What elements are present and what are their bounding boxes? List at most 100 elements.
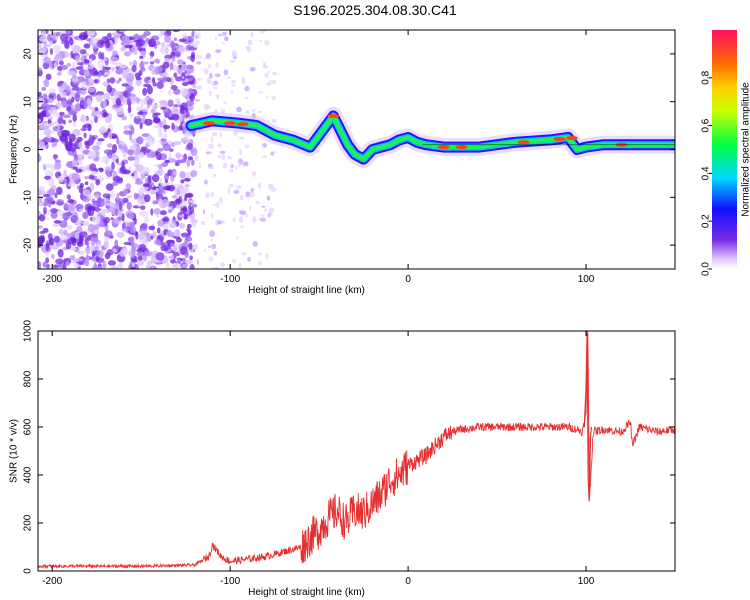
- noise-blob: [203, 67, 209, 75]
- noise-blob: [90, 38, 99, 44]
- noise-blob: [111, 135, 118, 139]
- noise-blob: [83, 59, 90, 64]
- noise-blob: [106, 143, 113, 148]
- noise-blob: [124, 44, 134, 49]
- noise-blob: [47, 115, 54, 121]
- noise-blob: [179, 223, 186, 229]
- noise-blob: [88, 106, 96, 110]
- noise-blob: [118, 77, 122, 82]
- noise-blob: [262, 142, 267, 148]
- noise-blob: [117, 111, 125, 116]
- noise-blob: [250, 31, 254, 38]
- noise-blob: [271, 118, 277, 123]
- noise-blob: [38, 140, 43, 148]
- noise-blob: [47, 119, 52, 124]
- noise-blob: [136, 136, 144, 145]
- y-tick-label: 800: [23, 370, 34, 387]
- noise-blob: [167, 99, 174, 108]
- noise-blob: [142, 113, 146, 118]
- noise-blob: [140, 230, 148, 236]
- noise-blob: [184, 239, 189, 248]
- noise-blob: [167, 249, 172, 253]
- noise-blob: [232, 258, 236, 264]
- noise-blob: [58, 228, 64, 235]
- noise-blob: [141, 108, 149, 113]
- noise-blob: [224, 36, 229, 42]
- noise-blob: [103, 208, 109, 213]
- noise-blob: [80, 128, 88, 132]
- noise-blob: [109, 56, 118, 62]
- noise-blob: [218, 154, 221, 159]
- noise-blob: [180, 87, 189, 97]
- noise-blob: [84, 123, 90, 128]
- noise-blob: [264, 208, 267, 212]
- noise-blob: [38, 196, 42, 203]
- noise-blob: [179, 109, 185, 115]
- noise-blob: [211, 243, 217, 250]
- noise-blob: [206, 105, 212, 110]
- noise-blob: [71, 75, 78, 79]
- noise-blob: [46, 33, 52, 42]
- noise-blob: [86, 97, 92, 106]
- noise-blob: [178, 195, 183, 204]
- noise-blob: [139, 66, 146, 72]
- ridge-halo: [182, 107, 675, 169]
- y-tick-label: -20: [23, 237, 34, 252]
- noise-blob: [197, 77, 203, 81]
- colorbar-label: Normalized spectral amplitude: [741, 82, 750, 217]
- noise-blob: [66, 30, 72, 35]
- noise-blob: [123, 169, 131, 175]
- noise-blob: [122, 188, 128, 195]
- noise-blob: [264, 72, 269, 78]
- noise-blob: [93, 70, 99, 76]
- noise-blob: [211, 238, 214, 242]
- noise-blob: [164, 173, 169, 181]
- noise-blob: [142, 87, 148, 96]
- noise-blob: [68, 133, 76, 143]
- y-tick-label: 20: [23, 48, 34, 60]
- noise-blob: [140, 99, 144, 108]
- noise-blob: [171, 65, 180, 71]
- noise-blob: [98, 126, 107, 134]
- noise-blob: [143, 61, 150, 65]
- noise-blob: [205, 151, 211, 155]
- x-axis-label: Height of straight line (km): [248, 285, 365, 296]
- noise-blob: [74, 231, 81, 240]
- noise-blob: [90, 239, 96, 247]
- y-tick-label: 10: [23, 96, 34, 108]
- y-tick-label: 600: [23, 418, 34, 435]
- noise-blob: [160, 242, 165, 247]
- noise-blob: [103, 149, 113, 155]
- noise-blob: [162, 124, 171, 130]
- noise-blob: [45, 257, 50, 264]
- noise-blob: [170, 84, 178, 91]
- noise-blob: [82, 211, 89, 220]
- noise-blob: [76, 97, 85, 101]
- noise-blob: [74, 258, 83, 262]
- noise-blob: [111, 171, 118, 177]
- noise-blob: [115, 158, 119, 164]
- noise-blob: [245, 110, 250, 115]
- noise-blob: [222, 162, 227, 169]
- noise-blob: [144, 118, 153, 126]
- noise-blob: [216, 201, 220, 209]
- noise-blob: [96, 141, 102, 146]
- noise-blob: [221, 31, 228, 36]
- noise-blob: [88, 174, 95, 180]
- noise-blob: [70, 215, 78, 223]
- noise-blob: [110, 190, 115, 200]
- noise-blob: [175, 51, 181, 59]
- noise-blob: [266, 95, 269, 99]
- noise-blob: [233, 189, 240, 195]
- ridge-peak: [565, 136, 578, 141]
- noise-blob: [177, 59, 184, 65]
- noise-blob: [62, 263, 67, 269]
- noise-blob: [131, 173, 135, 177]
- noise-blob: [258, 91, 263, 94]
- noise-blob: [66, 62, 72, 67]
- noise-blob: [38, 261, 42, 269]
- noise-blob: [217, 34, 223, 37]
- noise-blob: [121, 70, 129, 79]
- noise-blob: [117, 263, 123, 269]
- noise-blob: [219, 132, 223, 138]
